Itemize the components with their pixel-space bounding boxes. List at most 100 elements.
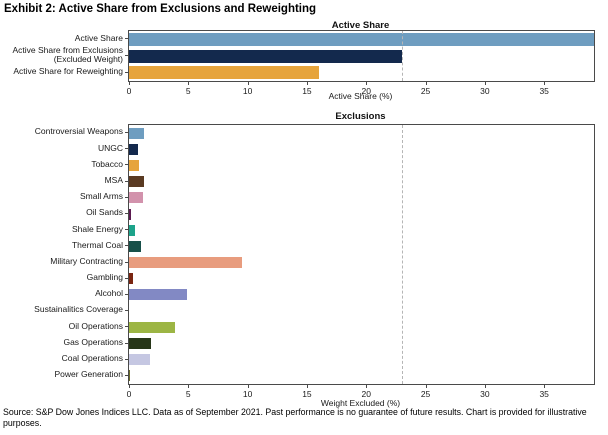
category-label: Thermal Coal	[71, 239, 123, 250]
y-tick-mark	[125, 132, 128, 134]
x-tick-mark	[366, 82, 368, 85]
reference-line	[401, 125, 403, 384]
x-tick-label: 5	[185, 86, 191, 96]
x-tick-mark	[188, 82, 190, 85]
x-tick-label: 10	[242, 86, 253, 96]
x-tick-mark	[425, 82, 427, 85]
x-tick-mark	[306, 82, 308, 85]
bar	[129, 354, 151, 366]
x-tick-label: 5	[185, 389, 191, 399]
y-tick-mark	[125, 213, 128, 215]
y-tick-mark	[125, 374, 128, 376]
category-label: Coal Operations	[61, 353, 123, 364]
y-tick-mark	[125, 38, 128, 40]
category-label: Military Contracting	[50, 255, 123, 266]
y-tick-mark	[125, 55, 128, 56]
x-tick-mark	[544, 385, 546, 388]
y-tick-mark	[125, 196, 128, 198]
reference-line	[401, 31, 403, 81]
y-tick-mark	[125, 148, 128, 150]
y-tick-mark	[125, 229, 128, 231]
x-tick-mark	[188, 385, 190, 388]
x-tick-label: 10	[242, 389, 253, 399]
bar	[129, 66, 319, 80]
x-tick-mark	[306, 385, 308, 388]
y-tick-mark	[125, 293, 128, 295]
bar	[129, 127, 145, 139]
y-tick-mark	[125, 245, 128, 247]
y-tick-mark	[125, 326, 128, 328]
chart-title: Exclusions	[335, 111, 386, 122]
x-tick-mark	[484, 82, 486, 85]
x-tick-mark	[484, 385, 486, 388]
category-label: Gambling	[86, 272, 123, 283]
bar	[129, 143, 138, 155]
category-label: Shale Energy	[71, 223, 123, 234]
x-tick-label: 25	[420, 389, 431, 399]
bar	[129, 338, 151, 350]
y-tick-mark	[125, 261, 128, 263]
bar	[129, 49, 402, 63]
bar	[129, 257, 242, 269]
category-label: Controversial Weapons	[34, 126, 123, 137]
bar	[129, 289, 188, 301]
bar	[129, 321, 176, 333]
x-tick-label: 0	[126, 86, 132, 96]
bar	[129, 224, 135, 236]
y-tick-mark	[125, 71, 128, 73]
y-tick-mark	[125, 180, 128, 182]
plot-area	[128, 30, 595, 82]
category-label: MSA	[104, 174, 123, 185]
bar	[129, 159, 140, 171]
x-tick-label: 35	[539, 389, 549, 399]
x-tick-label: 30	[480, 86, 490, 96]
x-tick-label: 35	[539, 86, 549, 96]
x-axis-label: Weight Excluded (%)	[320, 398, 401, 408]
bar	[129, 273, 133, 285]
category-label: Power Generation	[54, 369, 123, 380]
x-tick-label: 20	[361, 389, 371, 399]
category-label: Small Arms	[80, 191, 123, 202]
x-tick-mark	[129, 385, 130, 388]
x-tick-mark	[425, 385, 427, 388]
chart-title: Active Share	[331, 20, 390, 31]
x-tick-label: 30	[480, 389, 490, 399]
x-tick-label: 25	[420, 86, 431, 96]
bar	[129, 240, 141, 252]
category-label: UNGC	[97, 142, 123, 153]
x-tick-mark	[129, 82, 130, 85]
x-tick-label: 15	[302, 389, 312, 399]
x-axis-label: Active Share (%)	[328, 91, 393, 101]
y-tick-mark	[125, 164, 128, 166]
category-label: Tobacco	[91, 158, 123, 169]
x-tick-label: 0	[126, 389, 132, 399]
category-label: Active Share for Reweighting	[13, 65, 123, 76]
category-label: Oil Operations	[68, 320, 123, 331]
x-tick-mark	[366, 385, 368, 388]
x-tick-label: 15	[302, 86, 312, 96]
x-tick-mark	[247, 82, 249, 85]
category-label: Sustainalitics Coverage	[34, 304, 123, 315]
category-label: Gas Operations	[63, 336, 123, 347]
bar	[129, 192, 144, 204]
y-tick-mark	[125, 277, 128, 279]
y-tick-mark	[125, 310, 128, 312]
plot-area	[128, 124, 595, 385]
category-label: Active Share	[74, 32, 123, 43]
bar	[129, 370, 130, 382]
bar	[129, 208, 132, 220]
category-label: Active Share from Exclusions (Excluded W…	[12, 44, 123, 64]
exclusions-chart: Exclusions Weight Excluded (%) Controver…	[0, 111, 608, 408]
category-label: Oil Sands	[86, 207, 123, 218]
active-share-chart: Active Share Active Share (%) Active Sha…	[0, 20, 608, 112]
y-tick-mark	[125, 358, 128, 360]
source-text: Source: S&P Dow Jones Indices LLC. Data …	[3, 407, 587, 428]
exhibit-title: Exhibit 2: Active Share from Exclusions …	[4, 3, 317, 15]
x-tick-label: 20	[361, 86, 371, 96]
category-label: Alcohol	[95, 288, 123, 299]
y-tick-mark	[125, 342, 128, 344]
x-tick-mark	[247, 385, 249, 388]
bar	[129, 176, 144, 188]
x-tick-mark	[544, 82, 546, 85]
